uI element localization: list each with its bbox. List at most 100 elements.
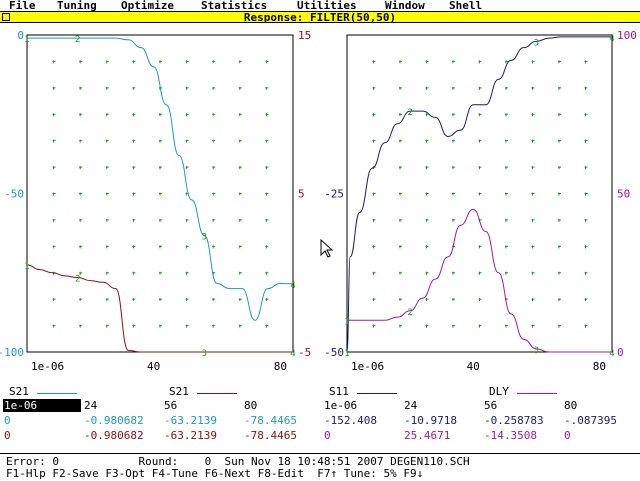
menu-shell[interactable]: Shell <box>449 0 483 12</box>
grid-marker <box>425 166 429 170</box>
grid-marker <box>505 113 508 117</box>
menu-statistics[interactable]: Statistics <box>201 0 268 12</box>
grid-marker <box>478 298 482 302</box>
grid-marker <box>212 324 216 328</box>
grid-marker <box>105 192 109 196</box>
right-plot[interactable]: -25 -50 100 50 0 1e-06 40 80 1 2 3 4 1 2 3 4 <box>324 29 637 373</box>
table-header-cell[interactable]: 56 <box>484 399 498 412</box>
grid-marker <box>159 192 162 196</box>
grid-marker <box>399 86 402 90</box>
grid-marker <box>132 245 136 249</box>
menu-optimize[interactable]: Optimize <box>121 0 174 12</box>
grid-marker <box>452 218 455 222</box>
grid-marker <box>584 86 588 90</box>
grid-marker <box>399 298 402 302</box>
grid-marker <box>584 271 588 275</box>
menu-window[interactable]: Window <box>385 0 425 12</box>
grid-marker <box>452 324 455 328</box>
y-axis-right-label: 15 <box>298 29 311 42</box>
close-box-icon[interactable] <box>2 13 10 21</box>
grid-marker <box>52 218 56 222</box>
table-header-cell[interactable]: 1e-06 <box>324 399 358 412</box>
series-marker: 3 <box>202 349 207 359</box>
grid-marker <box>372 113 376 117</box>
grid-marker <box>558 60 561 64</box>
grid-marker <box>265 192 269 196</box>
grid-marker <box>584 192 588 196</box>
function-key-line[interactable]: F1-Hlp F2-Save F3-Opt F4-Tune F6-Next F8… <box>6 467 424 480</box>
grid-marker <box>79 192 83 196</box>
grid-marker <box>265 60 269 64</box>
grid-marker <box>478 60 482 64</box>
legend-s21-a-swatch <box>37 393 77 394</box>
grid-marker <box>52 166 56 170</box>
grid-marker <box>452 60 455 64</box>
grid-marker <box>372 60 376 64</box>
grid-marker <box>212 139 216 143</box>
y-axis-left-label: -25 <box>324 188 344 201</box>
grid-marker <box>478 86 482 90</box>
grid-marker <box>452 192 455 196</box>
menu-utilities[interactable]: Utilities <box>297 0 357 12</box>
legend-dly-label: DLY <box>489 385 509 398</box>
grid-marker <box>132 324 136 328</box>
x-axis-tick-label: 1e-06 <box>31 360 64 373</box>
table-header-cell[interactable]: 1e-06 <box>4 399 38 412</box>
grid-marker <box>79 166 83 170</box>
series-marker: 3 <box>534 346 539 356</box>
grid-marker <box>558 166 561 170</box>
window-title-bar: Response: FILTER(50,50) <box>0 11 640 24</box>
grid-marker <box>105 139 109 143</box>
grid-marker <box>372 271 376 275</box>
table-header-cell[interactable]: 24 <box>84 399 98 412</box>
grid-marker <box>531 245 535 249</box>
grid-marker <box>265 218 269 222</box>
table-header-cell[interactable]: 24 <box>404 399 418 412</box>
series-marker: 1 <box>344 317 349 327</box>
grid-marker <box>452 298 455 302</box>
table-header-cell[interactable]: 80 <box>244 399 258 412</box>
grid-marker <box>52 324 56 328</box>
left-plot[interactable]: 0 -50 -100 15 5 -5 1e-06 40 80 1 2 3 4 1 2 3 4 <box>0 29 311 373</box>
grid-marker <box>238 166 242 170</box>
grid-marker <box>531 218 535 222</box>
legend-s21-b-swatch <box>197 393 237 394</box>
grid-marker <box>452 139 455 143</box>
menu-file[interactable]: File <box>9 0 36 12</box>
grid-marker <box>505 60 508 64</box>
grid-marker <box>159 245 162 249</box>
grid-marker <box>238 298 242 302</box>
grid-marker <box>372 298 376 302</box>
grid-marker <box>185 86 189 90</box>
x-axis-tick-label: 80 <box>274 360 287 373</box>
grid-marker <box>159 113 162 117</box>
grid-marker <box>531 113 535 117</box>
grid-marker <box>238 60 242 64</box>
grid-marker <box>238 218 242 222</box>
table-cell: -63.2139 <box>164 429 217 442</box>
grid-marker <box>584 60 588 64</box>
grid-marker <box>478 192 482 196</box>
table-cell: 25.4671 <box>404 429 451 442</box>
table-header-cell[interactable]: 56 <box>164 399 178 412</box>
grid-marker <box>79 218 83 222</box>
y-axis-right-label: 100 <box>617 29 637 42</box>
grid-marker <box>584 298 588 302</box>
grid-marker <box>505 245 508 249</box>
grid-marker <box>372 86 376 90</box>
grid-marker <box>185 324 189 328</box>
grid-marker <box>238 139 242 143</box>
grid-marker <box>132 166 136 170</box>
grid-marker <box>79 298 83 302</box>
grid-marker <box>79 113 83 117</box>
grid-marker <box>399 218 402 222</box>
series-marker: 4 <box>290 281 295 291</box>
table-header-cell[interactable]: 80 <box>564 399 578 412</box>
menu-tuning[interactable]: Tuning <box>57 0 97 12</box>
y-axis-left-label: -50 <box>4 188 24 201</box>
grid-marker <box>212 245 216 249</box>
grid-marker <box>584 245 588 249</box>
series-marker: 2 <box>75 275 80 285</box>
grid-marker <box>505 271 508 275</box>
